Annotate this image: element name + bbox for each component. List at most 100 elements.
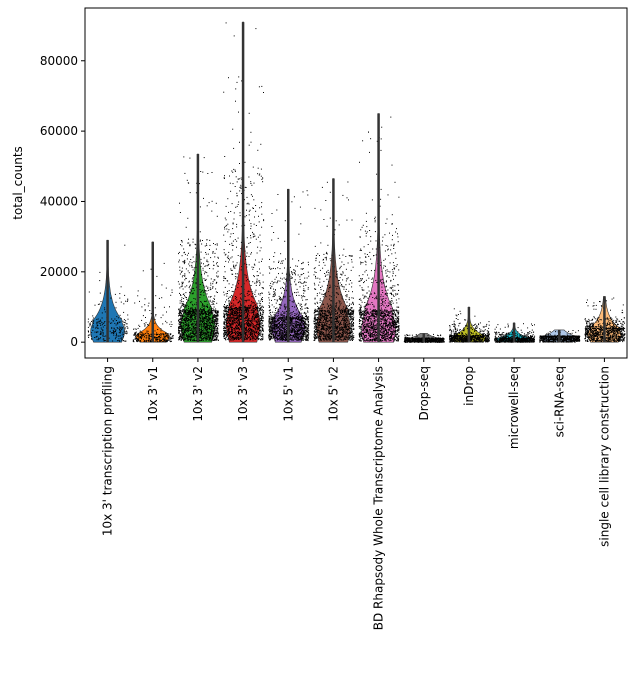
strip-point	[245, 277, 247, 279]
strip-point	[186, 315, 188, 317]
strip-point	[141, 334, 143, 336]
strip-point	[301, 332, 302, 334]
strip-point	[247, 313, 249, 314]
strip-point	[275, 329, 277, 331]
strip-point	[224, 313, 226, 315]
strip-point	[298, 260, 300, 262]
strip-point	[188, 315, 190, 317]
strip-point	[101, 312, 103, 314]
strip-point	[97, 321, 99, 323]
strip-point	[205, 300, 207, 302]
strip-point	[187, 242, 189, 244]
strip-point	[235, 336, 237, 338]
strip-point	[208, 314, 210, 316]
strip-point	[232, 305, 234, 307]
strip-point	[302, 268, 303, 270]
strip-point	[187, 323, 189, 325]
strip-point	[200, 309, 202, 310]
strip-point	[208, 319, 210, 321]
strip-point	[207, 309, 209, 311]
strip-point	[296, 338, 298, 340]
strip-point	[298, 336, 300, 338]
strip-point	[258, 215, 259, 217]
strip-point	[232, 331, 234, 333]
strip-point	[188, 238, 189, 240]
strip-point	[195, 322, 197, 324]
strip-point	[257, 315, 258, 317]
strip-point	[261, 206, 262, 208]
strip-point	[246, 326, 248, 328]
strip-point	[259, 207, 261, 209]
strip-point	[228, 321, 230, 323]
strip-point	[133, 334, 135, 336]
strip-point	[304, 322, 306, 324]
strip-point	[248, 214, 250, 216]
strip-point	[215, 308, 217, 310]
strip-point	[260, 143, 262, 145]
strip-point	[190, 332, 192, 334]
strip-point	[230, 320, 232, 322]
strip-point	[244, 186, 246, 188]
strip-point	[138, 335, 140, 337]
strip-point	[192, 313, 194, 315]
strip-point	[213, 321, 215, 323]
strip-point	[212, 319, 213, 321]
strip-point	[291, 338, 293, 340]
strip-point	[232, 249, 234, 251]
strip-point	[205, 318, 207, 320]
strip-point	[232, 315, 234, 317]
strip-point	[214, 279, 216, 281]
strip-point	[204, 279, 206, 281]
strip-point	[193, 336, 195, 338]
strip-point	[289, 335, 291, 337]
strip-point	[191, 336, 193, 338]
strip-point	[208, 313, 209, 315]
strip-point	[283, 321, 285, 323]
strip-point	[274, 338, 276, 340]
strip-point	[198, 323, 200, 325]
strip-point	[308, 275, 310, 277]
strip-point	[201, 330, 203, 332]
strip-point	[227, 325, 229, 327]
strip-point	[204, 286, 206, 288]
strip-point	[183, 336, 185, 338]
strip-point	[254, 264, 256, 266]
strip-point	[262, 288, 264, 290]
strip-point	[187, 335, 189, 337]
strip-point	[185, 292, 187, 294]
strip-point	[211, 328, 213, 330]
strip-point	[300, 303, 302, 305]
strip-point	[299, 320, 301, 322]
strip-point	[199, 239, 201, 241]
strip-point	[203, 308, 205, 309]
strip-point	[300, 318, 302, 320]
strip-point	[213, 323, 215, 325]
strip-point	[298, 325, 300, 327]
strip-point	[200, 334, 202, 336]
strip-point	[292, 324, 294, 326]
strip-point	[183, 315, 184, 317]
strip-point	[259, 315, 261, 316]
strip-point	[286, 280, 288, 282]
strip-point	[185, 278, 187, 279]
strip-point	[96, 332, 98, 334]
strip-point	[303, 333, 305, 335]
strip-point	[307, 307, 309, 309]
strip-point	[255, 332, 257, 334]
strip-point	[289, 274, 291, 276]
strip-point	[277, 324, 278, 326]
strip-point	[194, 327, 196, 329]
strip-point	[307, 321, 309, 323]
strip-point	[273, 328, 275, 330]
strip-point	[181, 301, 183, 303]
strip-point	[228, 211, 229, 213]
strip-point	[232, 291, 234, 293]
strip-point	[209, 249, 210, 250]
strip-point	[270, 268, 272, 270]
strip-point	[191, 264, 193, 266]
strip-point	[224, 321, 226, 323]
strip-point	[239, 312, 241, 314]
strip-point	[228, 312, 230, 313]
strip-point	[102, 326, 104, 328]
strip-point	[252, 207, 254, 209]
